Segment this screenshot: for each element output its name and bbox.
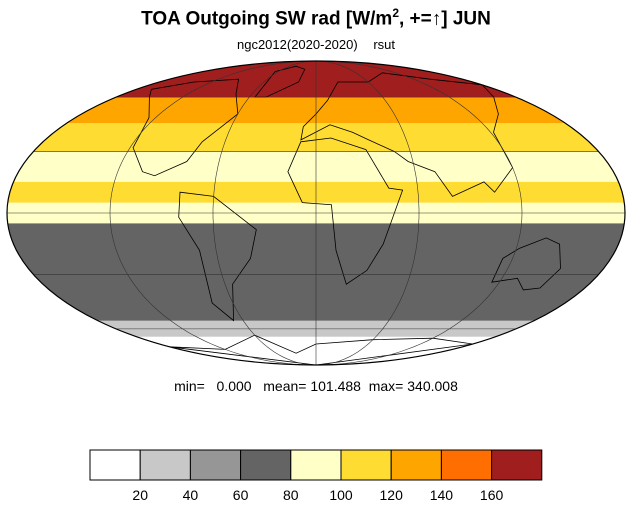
title-superscript: 2 bbox=[392, 6, 399, 20]
colorbar-tick-label: 100 bbox=[329, 487, 353, 503]
stat-max-label: max= bbox=[368, 378, 404, 394]
continent-africa bbox=[287, 137, 404, 285]
continent-eurasia bbox=[300, 72, 514, 197]
colorbar-box-7 bbox=[440, 449, 493, 481]
continent-australia bbox=[491, 237, 561, 291]
colorbar-svg: 20 40 60 80 100 120 140 160 bbox=[89, 449, 543, 503]
meridian-line bbox=[315, 61, 523, 365]
colorbar-box-5 bbox=[340, 449, 392, 481]
subtitle-variable: rsut bbox=[373, 37, 395, 52]
title-text-rest: , +=↑] JUN bbox=[399, 8, 491, 30]
plot-title: TOA Outgoing SW rad [W/m2, +=↑] JUN bbox=[0, 6, 632, 30]
graticule bbox=[7, 61, 625, 365]
colorbar-tick-label: 80 bbox=[283, 487, 299, 503]
colorbar-tick-label: 20 bbox=[132, 487, 148, 503]
colorbar-box-0 bbox=[89, 449, 141, 481]
mollweide-map bbox=[6, 60, 626, 366]
continent-north-america bbox=[132, 78, 240, 177]
plot-subtitle: ngc2012(2020-2020) rsut bbox=[0, 37, 632, 52]
map-border bbox=[6, 60, 626, 366]
colorbar-tick-label: 120 bbox=[380, 487, 404, 503]
stats-line: min= 0.000 mean= 101.488 max= 340.008 bbox=[0, 378, 632, 394]
subtitle-run: ngc2012(2020-2020) bbox=[236, 37, 358, 52]
meridian-line bbox=[212, 61, 317, 365]
continent-outlines bbox=[132, 65, 561, 365]
colorbar-tick-label: 140 bbox=[430, 487, 454, 503]
colorbar-tick-label: 60 bbox=[233, 487, 249, 503]
stat-min-label: min= bbox=[174, 378, 205, 394]
colorbar-tick-label: 40 bbox=[183, 487, 199, 503]
colorbar-tick-label: 160 bbox=[480, 487, 504, 503]
meridian-line bbox=[315, 61, 420, 365]
meridian-line bbox=[109, 61, 317, 365]
stat-max-value: 340.008 bbox=[407, 378, 458, 394]
stat-mean-label: mean= bbox=[263, 378, 307, 394]
colorbar-box-1 bbox=[139, 449, 191, 481]
colorbar-box-6 bbox=[390, 449, 442, 481]
continent-antarctica bbox=[169, 334, 473, 365]
colorbar: 20 40 60 80 100 120 140 160 bbox=[0, 440, 632, 506]
colorbar-labels: 20 40 60 80 100 120 140 160 bbox=[132, 487, 503, 503]
colorbar-box-8 bbox=[491, 449, 543, 481]
stat-min-value: 0.000 bbox=[216, 378, 252, 394]
colorbar-box-2 bbox=[189, 449, 242, 481]
stat-mean-value: 101.488 bbox=[310, 378, 361, 394]
colorbar-box-3 bbox=[240, 449, 292, 481]
title-text: TOA Outgoing SW rad [W/m bbox=[141, 8, 393, 30]
colorbar-box-4 bbox=[290, 449, 342, 481]
map-panel bbox=[0, 58, 632, 368]
colorbar-boxes bbox=[89, 449, 543, 481]
